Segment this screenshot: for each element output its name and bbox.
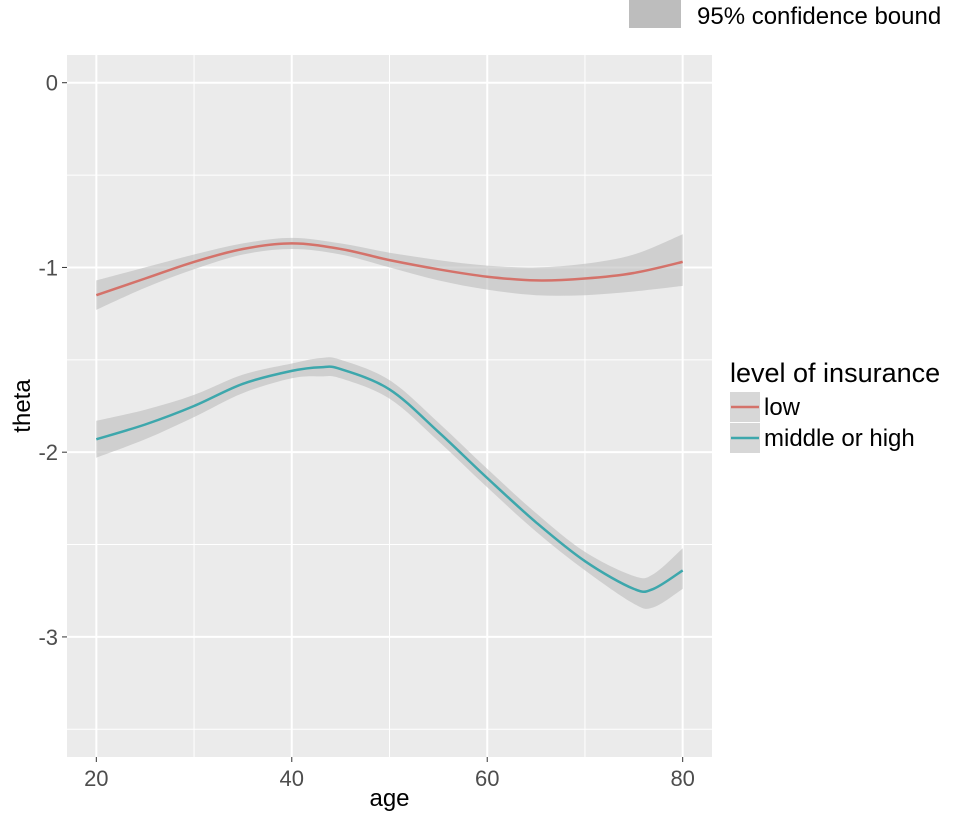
series-line-1 xyxy=(95,242,683,297)
series-line-2 xyxy=(95,365,684,594)
legend-label: low xyxy=(764,394,801,421)
y-tick-label: -3 xyxy=(38,625,58,650)
confidence-band-legend-label: 95% confidence bound xyxy=(697,3,941,30)
y-tick-label: 0 xyxy=(46,71,58,96)
y-tick-label: -2 xyxy=(38,440,58,465)
legend-title: level of insurance xyxy=(730,358,940,388)
y-tick-label: -1 xyxy=(38,255,58,280)
confidence-band-legend-key xyxy=(629,0,681,28)
x-tick-label: 20 xyxy=(84,766,108,791)
legend-label: middle or high xyxy=(764,425,915,452)
x-axis-title: age xyxy=(369,785,409,812)
x-tick-label: 40 xyxy=(280,766,304,791)
confidence-band-series-1 xyxy=(96,234,683,310)
x-tick-label: 60 xyxy=(475,766,499,791)
y-axis-title: theta xyxy=(9,379,36,433)
x-tick-label: 80 xyxy=(670,766,694,791)
